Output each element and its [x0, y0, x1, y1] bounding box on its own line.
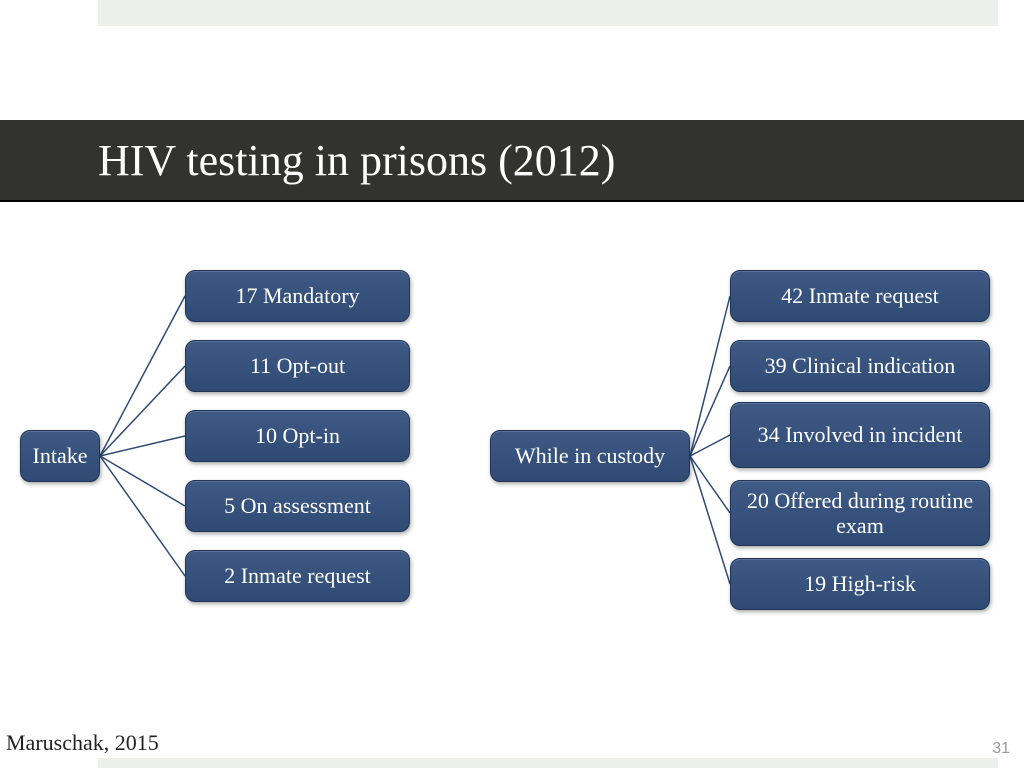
connector-line: [690, 456, 730, 513]
connector-line: [690, 366, 730, 456]
child-box-custody-1: 39 Clinical indication: [730, 340, 990, 392]
child-box-custody-0: 42 Inmate request: [730, 270, 990, 322]
citation-text: Maruschak, 2015: [6, 730, 159, 756]
title-bar: HIV testing in prisons (2012): [0, 120, 1024, 200]
page-number: 31: [992, 740, 1010, 758]
connector-line: [690, 456, 730, 584]
connector-line: [690, 435, 730, 456]
child-box-custody-4: 19 High-risk: [730, 558, 990, 610]
top-bar: [98, 0, 998, 26]
connector-line: [100, 456, 185, 576]
child-box-custody-2: 34 Involved in incident: [730, 402, 990, 468]
child-box-intake-2: 10 Opt-in: [185, 410, 410, 462]
slide-title: HIV testing in prisons (2012): [98, 135, 615, 186]
diagram-area: Intake 17 Mandatory 11 Opt-out 10 Opt-in 5 O…: [0, 270, 1024, 690]
bottom-bar: [98, 758, 998, 768]
connector-line: [100, 366, 185, 456]
child-box-intake-4: 2 Inmate request: [185, 550, 410, 602]
root-box-custody: While in custody: [490, 430, 690, 482]
child-box-custody-3: 20 Offered during routine exam: [730, 480, 990, 546]
connector-line: [690, 296, 730, 456]
child-box-intake-0: 17 Mandatory: [185, 270, 410, 322]
title-underline: [0, 200, 1024, 202]
root-box-intake: Intake: [20, 430, 100, 482]
child-box-intake-1: 11 Opt-out: [185, 340, 410, 392]
child-box-intake-3: 5 On assessment: [185, 480, 410, 532]
connector-line: [100, 296, 185, 456]
connector-line: [100, 436, 185, 456]
connector-line: [100, 456, 185, 506]
